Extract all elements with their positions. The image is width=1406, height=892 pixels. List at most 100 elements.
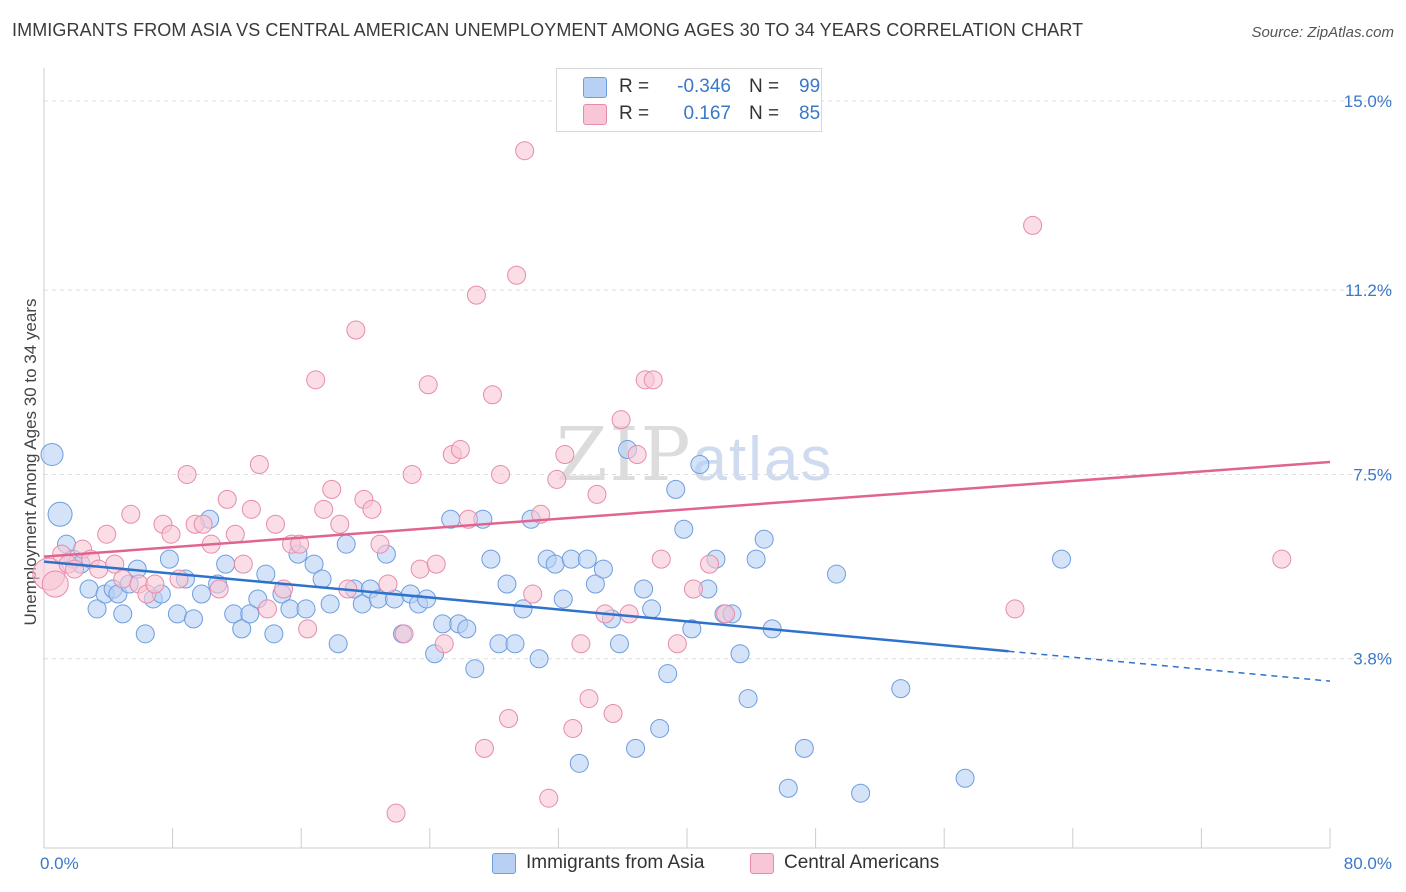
r-value: -0.346 [677, 76, 731, 97]
central-point [683, 579, 703, 599]
asia-point [304, 554, 324, 574]
central-point [499, 709, 519, 729]
asia-swatch [583, 76, 607, 98]
asia-point [183, 609, 203, 629]
asia-point [746, 549, 766, 569]
asia-point [328, 634, 348, 654]
n-value: 85 [799, 103, 821, 124]
asia-point [216, 554, 236, 574]
central-point [571, 634, 591, 654]
asia-point [296, 599, 316, 619]
central-point [113, 569, 133, 589]
asia-point [167, 604, 187, 624]
asia-point [642, 599, 662, 619]
asia-point [634, 579, 654, 599]
central-point [209, 579, 229, 599]
asia-point [489, 634, 509, 654]
central-point [700, 554, 720, 574]
central-point [547, 469, 567, 489]
asia-point [505, 634, 525, 654]
chart-title: IMMIGRANTS FROM ASIA VS CENTRAL AMERICAN… [12, 20, 1084, 40]
central-point [257, 599, 277, 619]
central-point [241, 499, 261, 519]
legend-item-central[interactable]: Central Americans [750, 852, 939, 874]
central-point [121, 504, 141, 524]
asia-point [585, 574, 605, 594]
asia-point [79, 579, 99, 599]
asia-point [561, 549, 581, 569]
central-point [298, 619, 318, 639]
asia-point [778, 778, 798, 798]
central-point [523, 584, 543, 604]
central-point [716, 604, 736, 624]
y-tick-label: 15.0% [1344, 92, 1392, 111]
central-point [555, 445, 575, 465]
central-point [491, 464, 511, 484]
asia-point [513, 599, 533, 619]
central-point [482, 385, 502, 405]
legend-label-central: Central Americans [784, 852, 940, 873]
central-point [1023, 215, 1043, 235]
central-point [394, 624, 414, 644]
asia-point [577, 549, 597, 569]
asia-point [851, 783, 871, 803]
central-point [579, 689, 599, 709]
asia-point [264, 624, 284, 644]
central-point [434, 634, 454, 654]
asia-point [433, 614, 453, 634]
series-central [32, 141, 1292, 823]
central-point [539, 788, 559, 808]
stats-row-central: R = 0.167 N = 85 [557, 101, 820, 127]
asia-point [312, 569, 332, 589]
legend-swatch-asia [492, 852, 516, 874]
y-tick-label: 7.5% [1353, 465, 1392, 484]
central-swatch [583, 103, 607, 125]
source-credit: Source: ZipAtlas.com [1251, 24, 1394, 41]
legend-item-asia[interactable]: Immigrants from Asia [492, 852, 704, 874]
central-point [322, 479, 342, 499]
central-point [563, 718, 583, 738]
asia-point [730, 644, 750, 664]
central-point [89, 559, 109, 579]
asia-point [569, 753, 589, 773]
central-point [97, 524, 117, 544]
asia-point [891, 679, 911, 699]
asia-point [497, 574, 517, 594]
asia-trend-line-extension [1008, 650, 1331, 682]
central-point [643, 370, 663, 390]
asia-point [40, 443, 64, 467]
central-point [603, 704, 623, 724]
asia-point [609, 634, 629, 654]
central-point [330, 514, 350, 534]
central-point [233, 554, 253, 574]
central-point [410, 559, 430, 579]
n-label: N = [749, 76, 780, 97]
asia-point [754, 529, 774, 549]
chart-legend: Immigrants from Asia Central Americans [0, 852, 1406, 878]
asia-point [192, 584, 212, 604]
asia-point [674, 519, 694, 539]
central-point [217, 489, 237, 509]
central-point [265, 514, 285, 534]
r-label: R = [619, 103, 650, 124]
r-value: 0.167 [683, 103, 731, 124]
asia-point [457, 619, 477, 639]
central-point [306, 370, 326, 390]
central-point [346, 320, 366, 340]
asia-point [658, 664, 678, 684]
central-point [161, 524, 181, 544]
central-point [314, 499, 334, 519]
legend-label-asia: Immigrants from Asia [526, 852, 705, 873]
y-tick-label: 11.2% [1345, 281, 1392, 300]
central-point [507, 265, 527, 285]
asia-point [545, 554, 565, 574]
central-point [450, 440, 470, 460]
asia-point [794, 738, 814, 758]
central-point [458, 509, 478, 529]
central-point [651, 549, 671, 569]
asia-point [738, 689, 758, 709]
asia-point [465, 659, 485, 679]
asia-point [232, 619, 252, 639]
n-value: 99 [799, 76, 821, 97]
